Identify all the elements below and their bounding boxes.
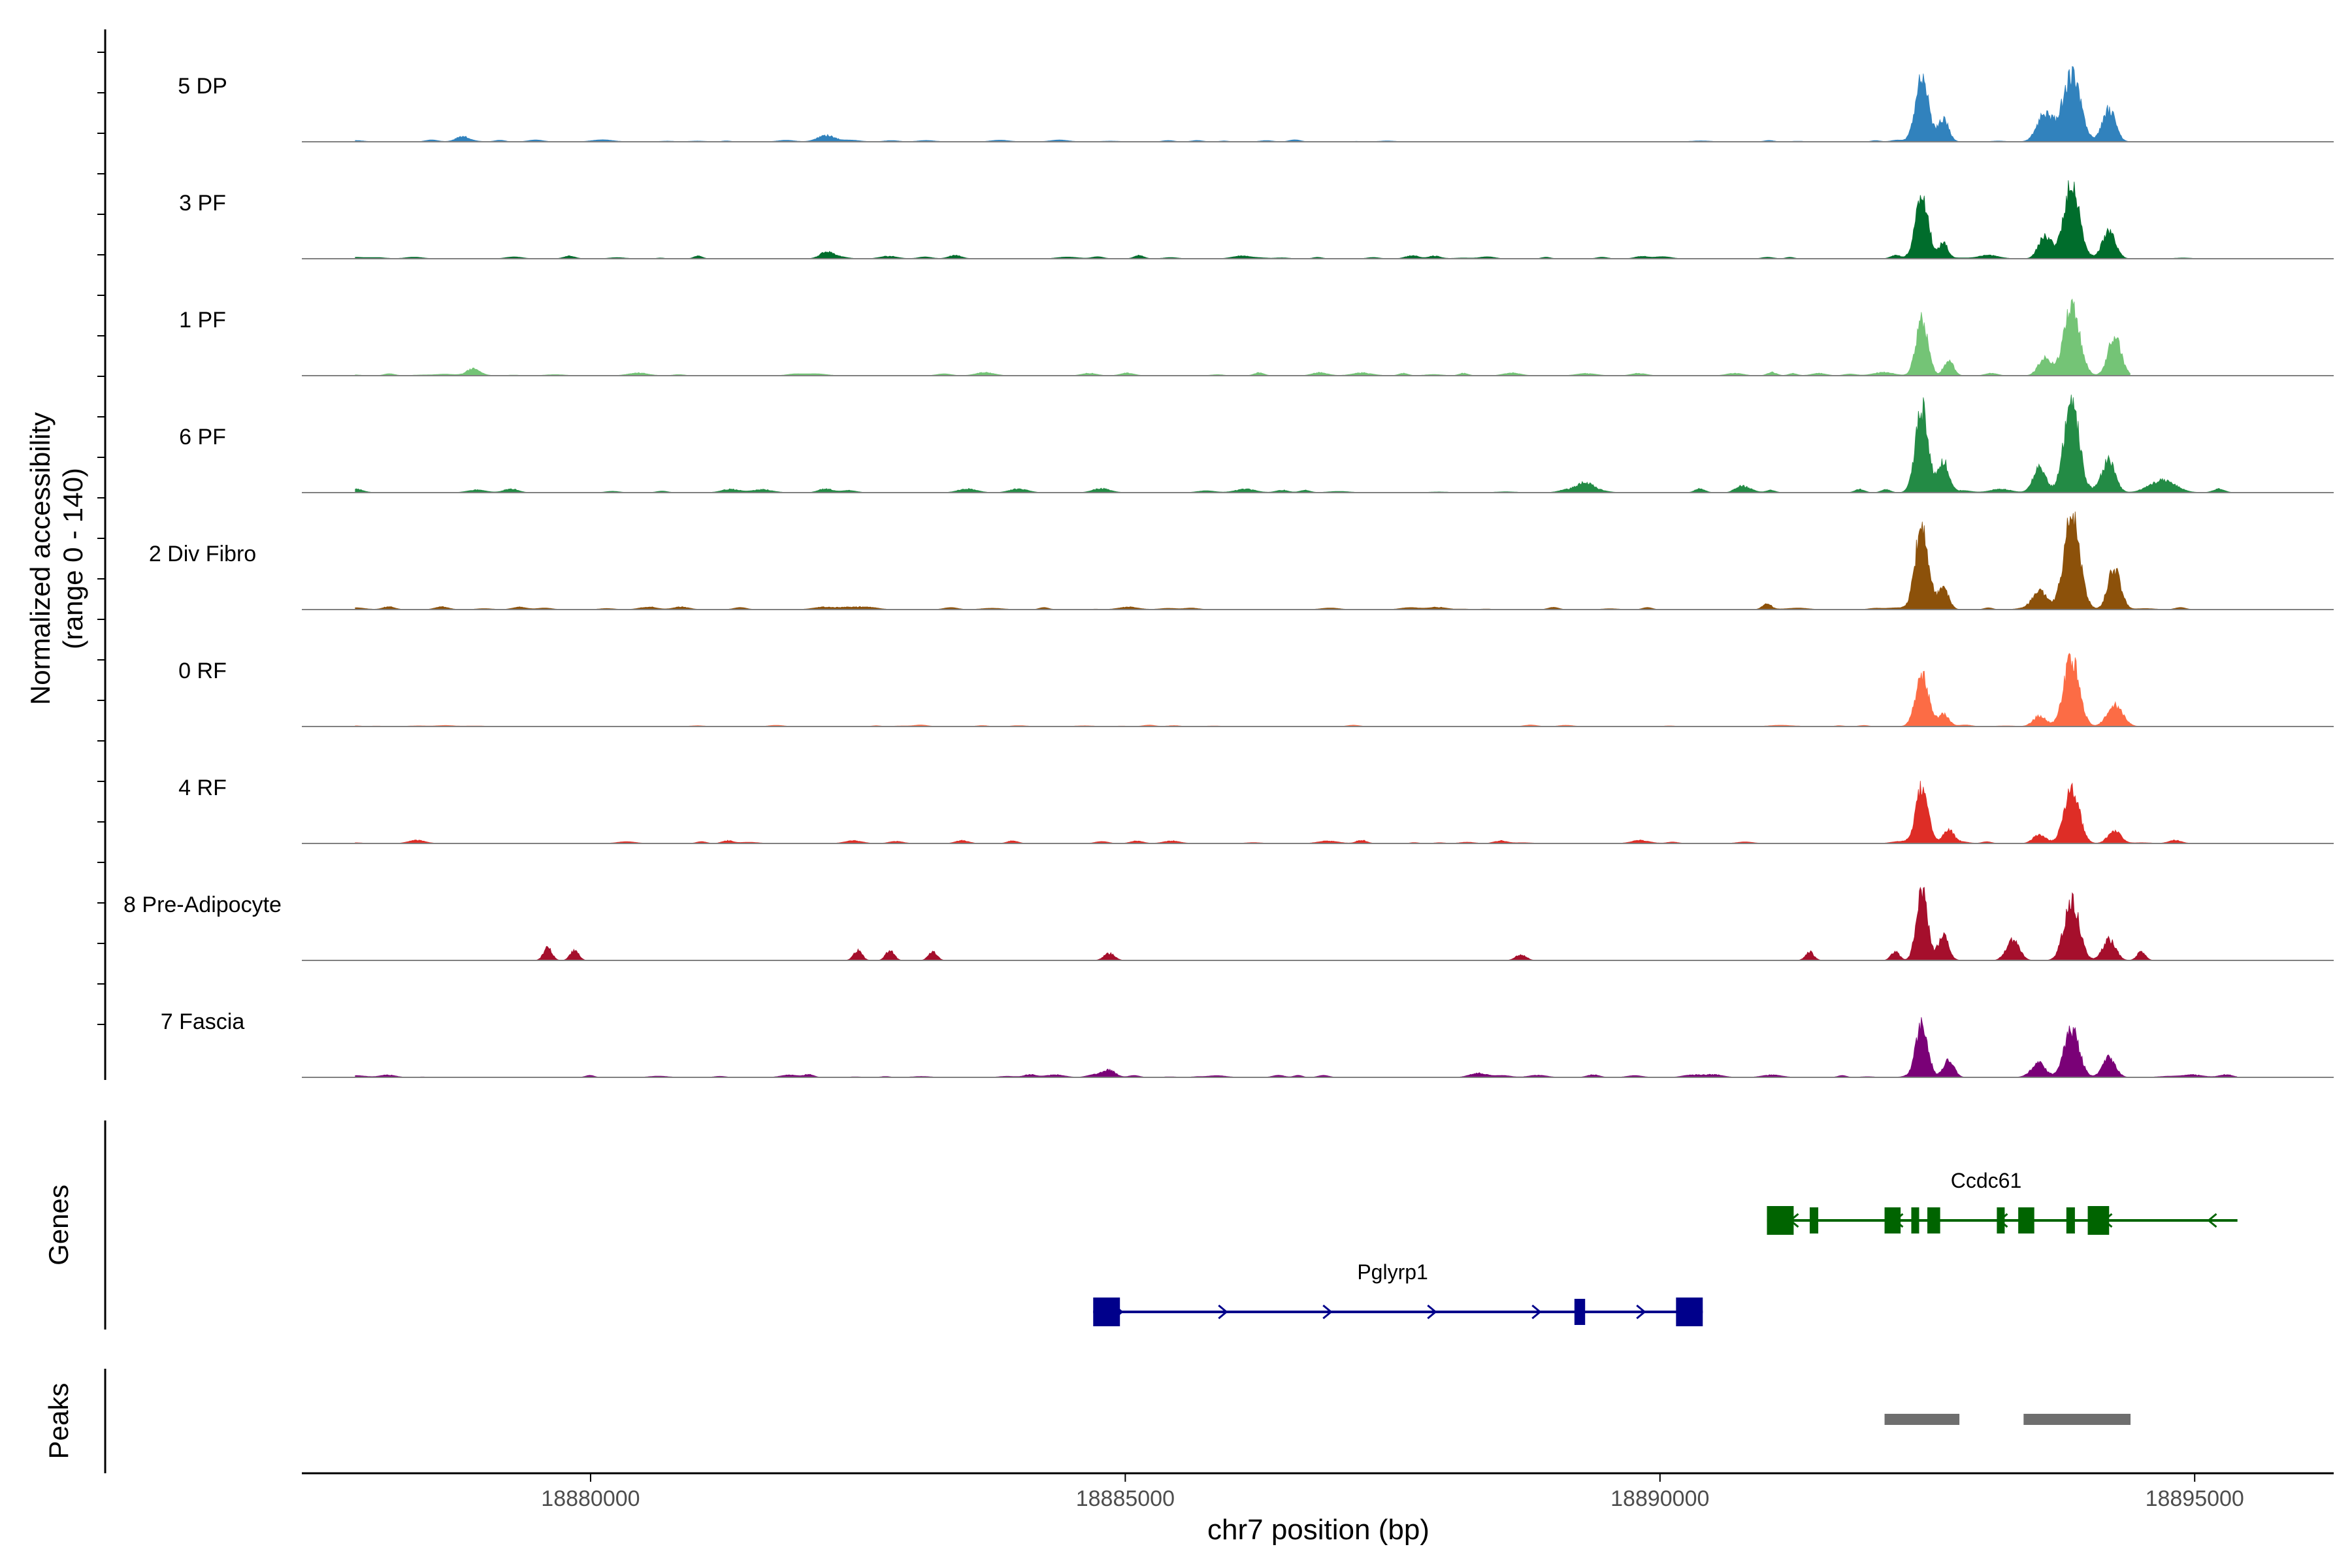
exon — [1575, 1299, 1585, 1325]
track-label: 6 PF — [179, 425, 226, 449]
gene-name: Ccdc61 — [1951, 1169, 2022, 1192]
track-label: 5 DP — [178, 74, 227, 99]
x-axis-label: chr7 position (bp) — [1207, 1514, 1429, 1546]
peak-region — [1885, 1414, 1960, 1425]
exon — [1911, 1207, 1919, 1233]
track-label: 2 Div Fibro — [149, 542, 256, 566]
exon — [2088, 1206, 2110, 1235]
x-tick-label: 18895000 — [2146, 1486, 2244, 1511]
exon — [1093, 1298, 1120, 1326]
y-axis-label: Normalized accessibility — [25, 412, 56, 705]
x-tick-label: 18885000 — [1076, 1486, 1175, 1511]
track-label: 7 Fascia — [161, 1009, 245, 1034]
track-label: 1 PF — [179, 308, 226, 333]
exon — [1810, 1207, 1818, 1233]
exon — [2018, 1207, 2034, 1233]
gene-name: Pglyrp1 — [1357, 1260, 1428, 1284]
track-label: 4 RF — [178, 776, 227, 800]
exon — [1676, 1298, 1703, 1326]
x-tick-label: 18880000 — [541, 1486, 640, 1511]
genes-track-label: Genes — [43, 1184, 74, 1266]
y-axis-range-label: (range 0 - 140) — [57, 468, 88, 649]
track-label: 0 RF — [178, 659, 227, 683]
peak-region — [2023, 1414, 2131, 1425]
exon — [1767, 1206, 1793, 1235]
peaks-track-label: Peaks — [43, 1383, 74, 1460]
track-label: 3 PF — [179, 191, 226, 216]
exon — [2066, 1207, 2075, 1233]
exon — [1927, 1207, 1940, 1233]
exon — [1885, 1207, 1901, 1233]
track-label: 8 Pre-Adipocyte — [123, 892, 282, 917]
exon — [1997, 1207, 2004, 1233]
x-tick-label: 18890000 — [1610, 1486, 1709, 1511]
